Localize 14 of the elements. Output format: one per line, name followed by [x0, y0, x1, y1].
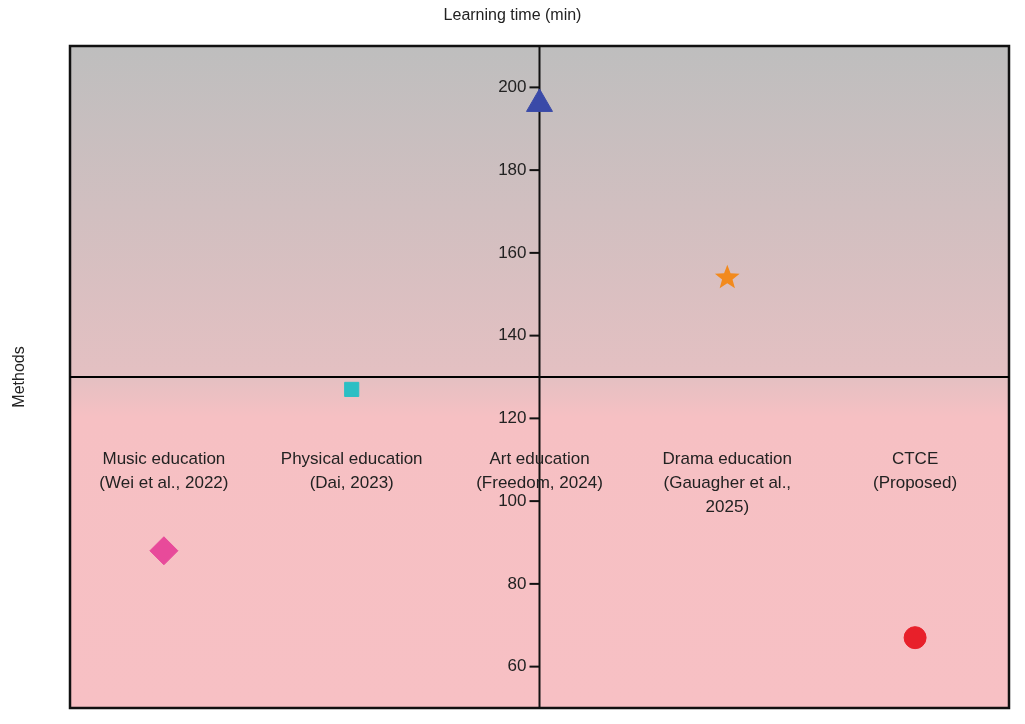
- x-tick-label: Music education (Wei et al., 2022): [99, 448, 229, 492]
- y-axis-title: Methods: [10, 346, 28, 408]
- y-tick-label: 80: [507, 573, 527, 593]
- y-tick-label: 140: [498, 325, 527, 345]
- x-tick-label: Physical education (Dai, 2023): [280, 448, 423, 492]
- x-axis-title: Learning time (min): [443, 6, 582, 24]
- x-tick-label: CTCE (Proposed): [873, 448, 958, 492]
- y-tick-label: 200: [498, 77, 527, 97]
- y-tick-label: 160: [498, 242, 527, 262]
- y-tick-label: 120: [498, 408, 527, 428]
- y-tick-label: 180: [498, 159, 527, 179]
- x-tick-label: Drama education (Gauagher et al., 2025): [662, 448, 793, 516]
- y-tick-label: 100: [498, 490, 527, 510]
- y-tick-label: 60: [507, 656, 527, 676]
